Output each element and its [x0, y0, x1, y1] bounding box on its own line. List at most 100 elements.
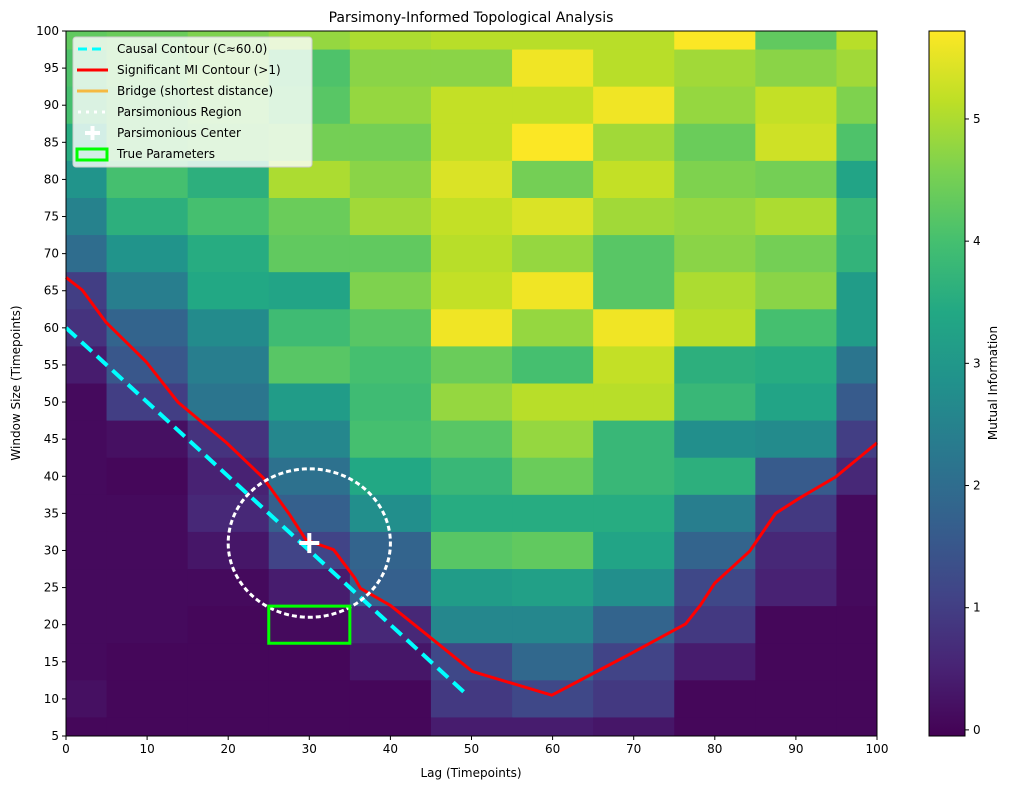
chart-title: Parsimony-Informed Topological Analysis: [329, 10, 614, 26]
heatmap-cell: [430, 383, 513, 422]
y-tick-label: 25: [44, 581, 59, 595]
heatmap-cell: [187, 346, 270, 384]
legend-item-parsimonious-region: Parsimonious Region: [78, 105, 242, 119]
heatmap-cell: [66, 643, 108, 681]
heatmap-cell: [836, 680, 878, 718]
heatmap-cell: [512, 569, 594, 607]
heatmap-cell: [512, 49, 594, 88]
heatmap-cell: [755, 160, 837, 199]
heatmap-cell: [674, 531, 756, 570]
x-tick-label: 20: [221, 742, 236, 756]
heatmap-cell: [349, 606, 432, 644]
y-tick-label: 65: [44, 284, 59, 298]
heatmap-cell: [593, 49, 675, 88]
legend: Causal Contour (C≈60.0) Significant MI Co…: [72, 36, 313, 168]
heatmap-cell: [268, 197, 351, 236]
heatmap-cell: [187, 643, 270, 681]
heatmap-cell: [593, 346, 675, 384]
heatmap-cell: [66, 494, 108, 533]
heatmap-cell: [674, 49, 756, 88]
heatmap-cell: [268, 643, 351, 681]
colorbar-tick-label: 5: [973, 112, 981, 126]
y-tick-label: 50: [44, 395, 59, 409]
heatmap-cell: [836, 494, 878, 533]
heatmap-cell: [593, 717, 675, 737]
heatmap-cell: [66, 383, 108, 422]
heatmap-cell: [593, 197, 675, 236]
heatmap-cell: [187, 717, 270, 737]
heatmap-cell: [836, 31, 878, 51]
colorbar-frame: [928, 30, 966, 737]
heatmap-cell: [593, 531, 675, 570]
heatmap-cell: [106, 643, 189, 681]
heatmap-cell: [268, 272, 351, 310]
legend-item-significant-mi-contour: Significant MI Contour (>1): [77, 63, 281, 77]
y-tick-label: 75: [44, 210, 59, 224]
heatmap-cell: [755, 31, 837, 51]
heatmap-cell: [430, 235, 513, 273]
heatmap-cell: [755, 569, 837, 607]
heatmap-cell: [836, 235, 878, 273]
legend-item-bridge: Bridge (shortest distance): [77, 84, 273, 98]
heatmap-cell: [349, 197, 432, 236]
heatmap-cell: [106, 420, 189, 459]
heatmap-cell: [349, 420, 432, 459]
heatmap-cell: [268, 383, 351, 422]
heatmap-cell: [66, 346, 108, 384]
colorbar-tick-label: 2: [973, 479, 981, 493]
heatmap-cell: [755, 123, 837, 162]
heatmap-cell: [349, 494, 432, 533]
heatmap-cell: [187, 606, 270, 644]
heatmap-cell: [836, 346, 878, 384]
heatmap-cell: [349, 717, 432, 737]
heatmap-cell: [430, 420, 513, 459]
heatmap-cell: [349, 272, 432, 310]
heatmap-cell: [836, 272, 878, 310]
legend-label: Significant MI Contour (>1): [117, 63, 281, 77]
heatmap-cell: [349, 346, 432, 384]
x-tick-label: 0: [62, 742, 70, 756]
heatmap-cell: [512, 494, 594, 533]
y-tick-label: 60: [44, 321, 59, 335]
heatmap-cell: [430, 531, 513, 570]
y-tick-label: 35: [44, 506, 59, 520]
y-tick-label: 95: [44, 61, 59, 75]
heatmap-cell: [349, 643, 432, 681]
heatmap-cell: [430, 569, 513, 607]
heatmap-cell: [755, 717, 837, 737]
heatmap-cell: [106, 457, 189, 496]
heatmap-cell: [187, 197, 270, 236]
heatmap-cell: [268, 235, 351, 273]
causal-contour: [64, 326, 469, 697]
heatmap-cell: [106, 494, 189, 533]
heatmap-cell: [66, 680, 108, 718]
heatmap-cell: [836, 309, 878, 347]
heatmap-cell: [187, 383, 270, 422]
heatmap-cell: [430, 197, 513, 236]
heatmap-cell: [512, 531, 594, 570]
heatmap-cell: [755, 197, 837, 236]
heatmap-cell: [755, 680, 837, 718]
heatmap-cell: [674, 383, 756, 422]
x-tick-label: 40: [383, 742, 398, 756]
y-tick-label: 80: [44, 172, 59, 186]
heatmap-cell: [593, 31, 675, 51]
heatmap-cell: [349, 86, 432, 125]
significant-mi-contour: [65, 276, 878, 697]
heatmap-cell: [512, 457, 594, 496]
y-tick-label: 70: [44, 247, 59, 261]
heatmap-cell: [755, 531, 837, 570]
heatmap-cell: [755, 86, 837, 125]
x-tick-label: 100: [866, 742, 889, 756]
heatmap-cell: [512, 420, 594, 459]
heatmap-cell: [512, 717, 594, 737]
heatmap-cell: [349, 31, 432, 51]
heatmap-cell: [430, 717, 513, 737]
colorbar-tick-label: 0: [973, 723, 981, 737]
heatmap-cell: [512, 123, 594, 162]
heatmap-cell: [430, 123, 513, 162]
heatmap-cell: [430, 680, 513, 718]
heatmap-cell: [593, 643, 675, 681]
heatmap-cell: [66, 272, 108, 310]
